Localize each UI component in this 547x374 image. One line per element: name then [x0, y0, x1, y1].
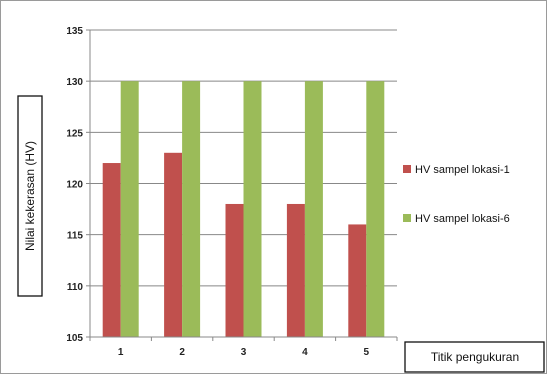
y-tick-label: 130: [66, 77, 83, 88]
y-tick-label: 105: [66, 333, 83, 344]
x-axis-title: Titik pengukuran: [431, 350, 519, 364]
y-axis-title: Nilai kekerasan (HV): [23, 141, 37, 251]
x-tick-label: 3: [241, 347, 247, 358]
bar-series-2-cat-5: [366, 81, 385, 338]
x-tick-label: 2: [179, 347, 185, 358]
y-axis-title-box: [17, 95, 43, 297]
legend-swatch-series-2: [403, 214, 411, 222]
bar-series-1-cat-4: [286, 203, 305, 337]
bar-series-1-cat-1: [102, 163, 121, 337]
y-tick-label: 115: [67, 231, 84, 242]
y-tick-labels: 105 110 115 120 125 130 135: [66, 26, 83, 344]
bars: [102, 81, 385, 338]
legend-label-series-1: HV sampel lokasi-1: [415, 164, 510, 176]
y-tick-label: 110: [67, 282, 84, 293]
y-tick-label: 120: [66, 180, 83, 191]
bar-series-2-cat-2: [182, 81, 201, 338]
bar-series-2-cat-1: [120, 81, 139, 338]
bar-series-2-cat-4: [304, 81, 323, 338]
x-tick-label: 5: [364, 347, 370, 358]
legend: HV sampel lokasi-1 HV sampel lokasi-6: [403, 164, 510, 225]
x-tick-label: 4: [302, 347, 308, 358]
bar-series-1-cat-3: [225, 203, 244, 337]
y-tick-label: 125: [66, 128, 83, 139]
bar-series-2-cat-3: [243, 81, 262, 338]
bar-series-1-cat-5: [348, 224, 367, 337]
bar-series-1-cat-2: [164, 152, 183, 337]
legend-swatch-series-1: [403, 165, 411, 173]
x-tick-label: 1: [118, 347, 124, 358]
legend-label-series-2: HV sampel lokasi-6: [415, 213, 510, 225]
axes: [86, 29, 398, 341]
x-axis-title-box: [404, 341, 545, 373]
x-tick-labels: 1 2 3 4 5: [118, 347, 370, 358]
y-tick-label: 135: [66, 26, 83, 37]
